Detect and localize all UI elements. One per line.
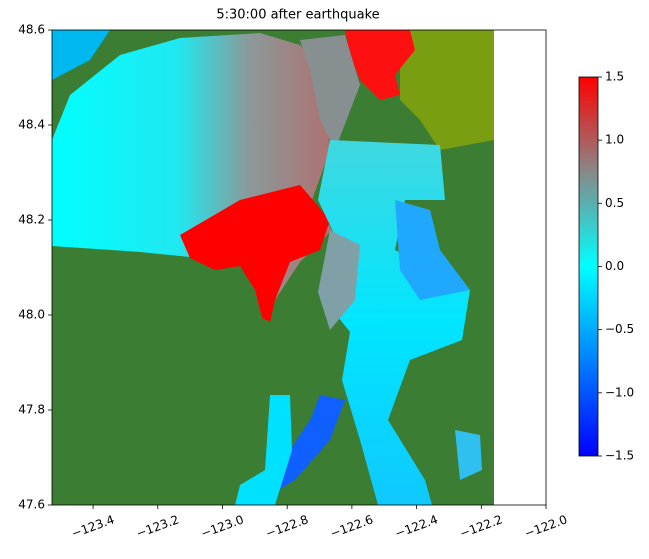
colorbar-tick-label: 0.0 (605, 259, 624, 273)
axes-frame (51, 29, 547, 506)
x-tick-label: −123.4 (70, 512, 117, 540)
colorbar-tick-label: −1.0 (605, 385, 634, 399)
high-wave (345, 30, 415, 100)
sound-water (395, 200, 470, 300)
x-tick-label: −123.2 (134, 512, 181, 540)
y-tick-label: 47.8 (18, 403, 45, 417)
x-tick-label: −122.4 (393, 512, 440, 540)
chart-title: 5:30:00 after earthquake (216, 8, 379, 23)
water (455, 430, 482, 480)
colorbar-tick-label: 1.5 (605, 70, 624, 84)
map-raster (52, 30, 494, 505)
y-tick-label: 48.2 (18, 213, 45, 227)
colorbar-tick-label: 1.0 (605, 133, 624, 147)
sound-water (318, 140, 470, 505)
water (235, 395, 292, 505)
tideflat (400, 30, 494, 150)
colorbar (578, 76, 599, 457)
x-tick-label: −122.0 (523, 512, 570, 540)
x-tick-label: −122.6 (328, 512, 375, 540)
x-tick-label: −122.8 (264, 512, 311, 540)
colorbar-tick-label: −0.5 (605, 322, 634, 336)
water (52, 30, 110, 80)
water (300, 35, 360, 150)
y-tick-label: 47.6 (18, 498, 45, 512)
y-tick-label: 48.4 (18, 118, 45, 132)
water (318, 230, 360, 330)
y-tick-label: 48.0 (18, 308, 45, 322)
colorbar-tick-label: −1.5 (605, 449, 634, 463)
x-tick-label: −122.2 (458, 512, 505, 540)
x-tick-label: −123.0 (199, 512, 246, 540)
y-tick-label: 48.6 (18, 23, 45, 37)
colorbar-tick-label: 0.5 (605, 196, 624, 210)
high-wave (180, 185, 330, 322)
